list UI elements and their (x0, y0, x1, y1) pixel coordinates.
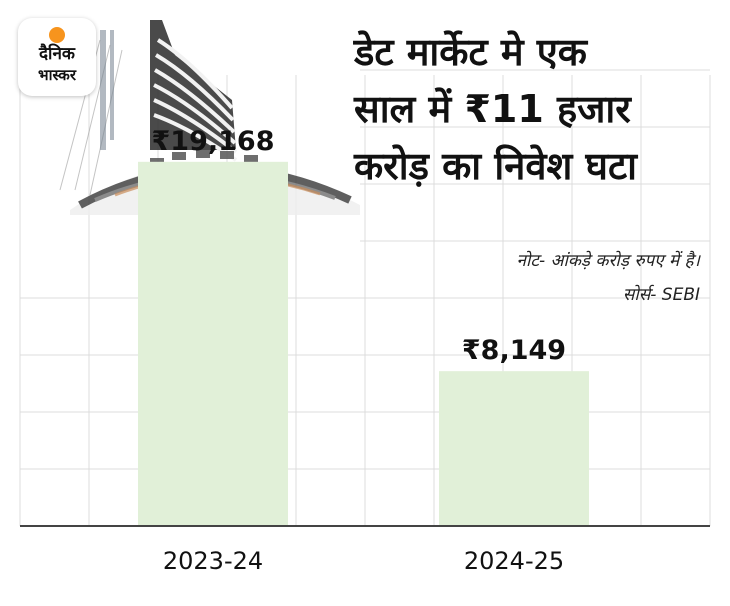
source-note: सोर्स- SEBI (622, 285, 700, 305)
logo-line-2: भास्कर (38, 66, 76, 84)
title-line-3: करोड़ का निवेश घटा (354, 144, 637, 188)
title-line-1: डेट मार्केट मे एक (354, 30, 587, 74)
data-label-2023-24: ₹19,168 (152, 126, 275, 157)
note-block: नोट- आंकड़े करोड़ रुपए में है। सोर्स- SE… (360, 244, 700, 312)
x-tick-label-2023-24: 2023-24 (163, 547, 263, 575)
dainik-bhaskar-logo: दैनिक भास्कर (18, 18, 96, 96)
grid-lines (19, 69, 711, 526)
data-label-2024-25: ₹8,149 (462, 335, 566, 366)
unit-note: नोट- आंकड़े करोड़ रुपए में है। (516, 251, 700, 271)
x-tick-label-2024-25: 2024-25 (464, 547, 564, 575)
data-labels: ₹19,168 ₹8,149 (152, 126, 567, 366)
bar-2023-24 (138, 161, 288, 527)
x-tick-labels: 2023-24 2024-25 (163, 547, 564, 575)
chart-title: डेट मार्केट मे एक साल में ₹11 हजार करोड़… (354, 24, 724, 195)
sun-dot-icon (49, 27, 65, 43)
title-line-2: साल में ₹11 हजार (354, 87, 631, 131)
bar-2024-25 (439, 371, 589, 526)
logo-line-1: दैनिक (39, 44, 75, 64)
bars (138, 161, 589, 527)
